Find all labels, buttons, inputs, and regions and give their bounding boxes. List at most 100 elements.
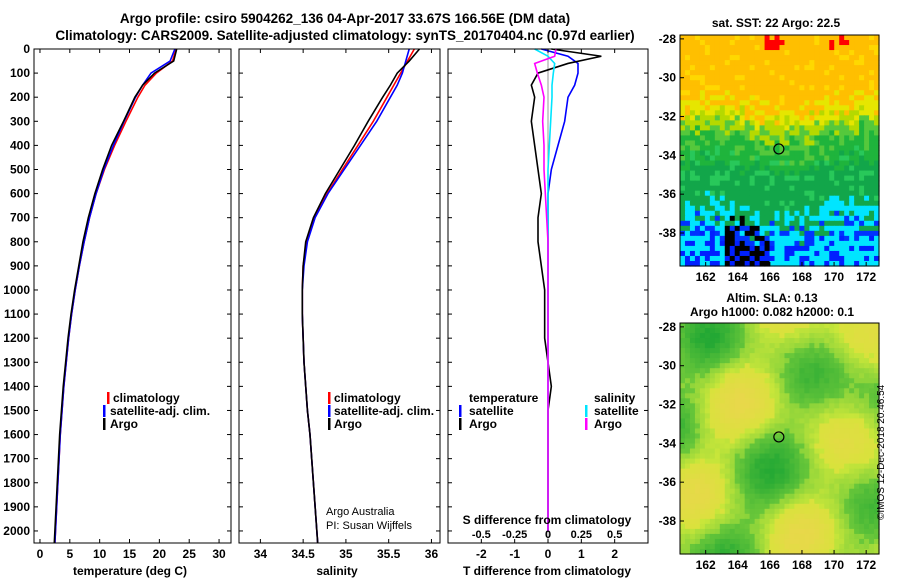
map-cell: [694, 378, 701, 384]
map-cell: [799, 80, 805, 86]
map-cell: [709, 328, 716, 334]
map-cell: [694, 448, 701, 455]
map-cell: [724, 328, 731, 334]
map-cell: [699, 45, 706, 51]
map-cell: [794, 533, 800, 540]
map-cell: [754, 508, 761, 515]
map-cell: [819, 205, 825, 212]
map-cell: [724, 448, 731, 455]
map-cell: [709, 513, 716, 520]
map-cell: [809, 120, 815, 126]
map-cell: [859, 95, 865, 101]
map-cell: [704, 35, 711, 41]
map-cell: [724, 368, 731, 374]
map-cell: [689, 408, 696, 414]
map-cell: [739, 225, 746, 232]
map-cell: [749, 478, 756, 485]
map-cell: [694, 75, 701, 81]
map-cell: [859, 110, 865, 116]
map-cell: [864, 110, 870, 116]
map-cell: [769, 498, 776, 505]
map-cell: [744, 528, 751, 535]
map-cell: [754, 533, 761, 540]
map-cell: [794, 408, 800, 414]
map-cell: [804, 458, 810, 465]
map-cell: [794, 523, 800, 530]
map-cell: [739, 433, 746, 440]
map-cell: [779, 195, 786, 202]
map-cell: [799, 513, 805, 520]
map-cell: [774, 185, 781, 192]
map-cell: [744, 343, 751, 349]
map-cell: [829, 140, 835, 147]
map-cell: [769, 75, 776, 81]
map-cell: [804, 388, 810, 394]
map-cell: [769, 90, 776, 96]
map-cell: [749, 100, 756, 106]
map-cell: [699, 358, 706, 364]
map-cell: [794, 35, 800, 41]
map-cell: [764, 518, 771, 525]
map-cell: [759, 155, 766, 162]
map-cell: [754, 378, 761, 384]
map-cell: [804, 408, 810, 414]
map-cell: [754, 478, 761, 485]
map-cell: [869, 205, 875, 212]
map-cell: [724, 338, 731, 344]
map-cell: [764, 538, 771, 545]
map-cell: [804, 523, 810, 530]
map-cell: [824, 368, 830, 374]
map-cell: [680, 368, 686, 374]
map-cell: [874, 453, 880, 460]
map-cell: [874, 140, 880, 147]
map-cell: [694, 260, 701, 267]
map-cell: [739, 538, 746, 545]
map-cell: [704, 220, 711, 227]
map-cell: [809, 518, 815, 525]
map-cell: [680, 150, 686, 157]
map-cell: [759, 230, 766, 237]
map-cell: [744, 175, 751, 182]
map-cell: [694, 40, 701, 46]
map-cell: [689, 125, 696, 132]
map-cell: [814, 230, 820, 237]
map-cell: [834, 358, 840, 364]
map-cell: [799, 35, 805, 41]
map-cell: [734, 528, 741, 535]
map-cell: [714, 383, 721, 389]
map-cell: [844, 508, 850, 515]
map-cell: [859, 70, 865, 76]
map-cell: [759, 418, 766, 425]
map-cell: [824, 458, 830, 465]
map-cell: [734, 393, 741, 399]
map-cell: [859, 448, 865, 455]
map-cell: [824, 260, 830, 267]
map-cell: [729, 463, 736, 470]
map-cell: [714, 135, 721, 142]
map-cell: [824, 328, 830, 334]
y-tick-label: 2000: [3, 524, 30, 538]
map-cell: [759, 100, 766, 106]
map-cell: [869, 245, 875, 252]
map-cell: [759, 453, 766, 460]
map-cell: [680, 433, 686, 440]
map-cell: [874, 413, 880, 420]
map-cell: [749, 90, 756, 96]
map-cell: [819, 160, 825, 167]
map-cell: [844, 110, 850, 116]
map-cell: [689, 413, 696, 420]
map-cell: [829, 170, 835, 177]
map-x-tick-label: 164: [728, 270, 748, 284]
map-cell: [754, 338, 761, 344]
map-cell: [849, 348, 855, 354]
map-cell: [749, 508, 756, 515]
map-cell: [759, 523, 766, 530]
map-cell: [779, 333, 786, 339]
map-cell: [684, 443, 691, 450]
map-cell: [784, 245, 791, 252]
map-cell: [869, 225, 875, 232]
map-cell: [854, 353, 860, 359]
map-cell: [844, 513, 850, 520]
map-cell: [689, 235, 696, 242]
map-cell: [814, 170, 820, 177]
